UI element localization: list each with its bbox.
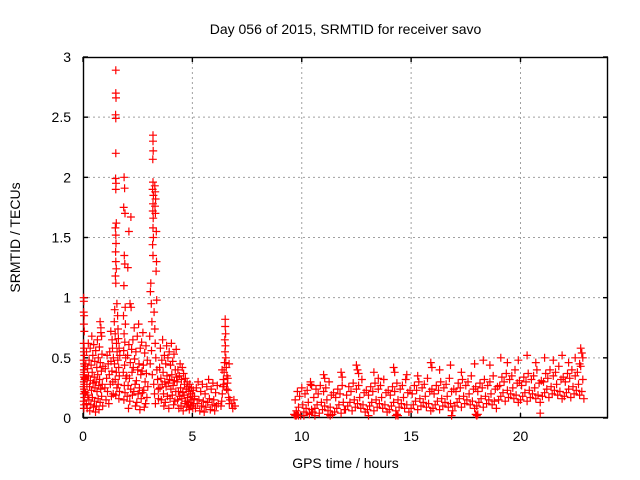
- x-tick-label: 15: [403, 428, 419, 444]
- x-tick-label: 0: [79, 428, 87, 444]
- x-tick-label: 20: [513, 428, 529, 444]
- y-tick-label: 1.5: [52, 230, 72, 246]
- y-tick-label: 2.5: [52, 109, 72, 125]
- data-points: [79, 66, 588, 420]
- y-tick-label: 0: [63, 410, 71, 426]
- y-tick-label: 3: [63, 49, 71, 65]
- grid-lines: [83, 57, 608, 418]
- x-tick-label: 10: [294, 428, 310, 444]
- y-axis-label: SRMTID / TECUs: [7, 182, 23, 292]
- x-axis-label: GPS time / hours: [292, 455, 399, 471]
- y-tick-label: 1: [63, 290, 71, 306]
- x-tick-label: 5: [188, 428, 196, 444]
- chart-title: Day 056 of 2015, SRMTID for receiver sav…: [210, 21, 482, 37]
- y-tick-labels: 0 0.5 1 1.5 2 2.5 3: [52, 49, 72, 426]
- x-tick-labels: 0 5 10 15 20: [79, 428, 528, 444]
- y-tick-label: 0.5: [52, 350, 72, 366]
- scatter-plus-markers: [79, 66, 588, 420]
- y-tick-label: 2: [63, 169, 71, 185]
